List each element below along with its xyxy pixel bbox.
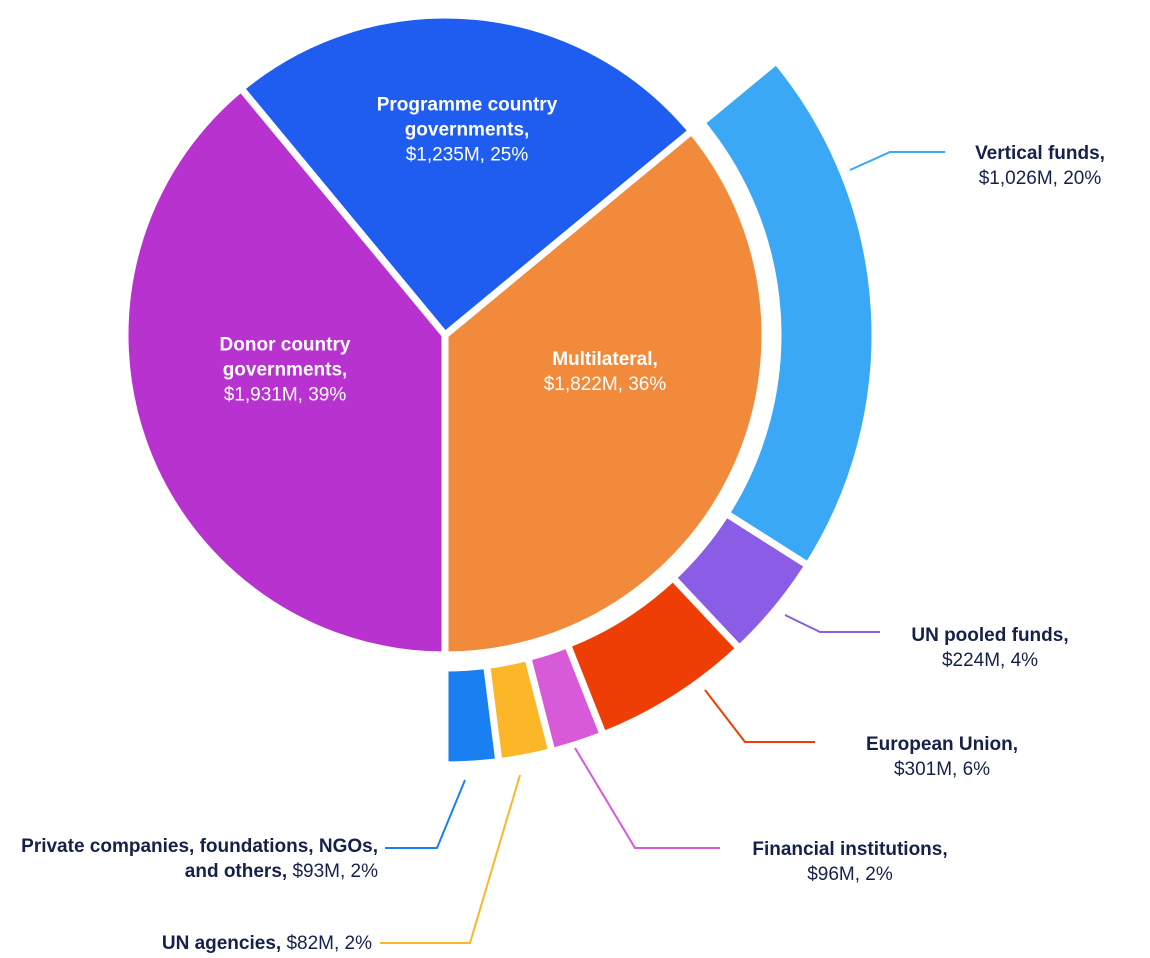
breakdown-value: $301M, 6% [893, 759, 991, 780]
breakdown-label: Vertical funds, $1,026M, 20% [930, 141, 1150, 191]
breakdown-name: Financial institutions, [752, 839, 948, 860]
leader-line [704, 689, 815, 743]
breakdown-label: Private companies, foundations, NGOs, an… [18, 834, 378, 884]
leader-line [380, 774, 521, 944]
leader-line [574, 747, 720, 849]
slice-label: Donor country governments, $1,931M, 39% [190, 333, 380, 408]
slice-label: Multilateral, $1,822M, 36% [485, 347, 725, 397]
breakdown-name: Private companies, foundations, NGOs, an… [21, 836, 378, 882]
breakdown-value: $82M, 2% [286, 933, 372, 954]
breakdown-label: UN pooled funds, $224M, 4% [870, 623, 1110, 673]
breakdown-name: UN agencies, [161, 933, 282, 954]
breakdown-value: $93M, 2% [292, 861, 378, 882]
pie-slice [441, 127, 769, 659]
breakdown-name: European Union, [866, 734, 1018, 755]
breakdown-value: $96M, 2% [807, 864, 893, 885]
slice-value: $1,931M, 39% [223, 384, 347, 406]
pie-slice [121, 84, 449, 659]
breakdown-value: $1,026M, 20% [978, 168, 1102, 189]
slice-name: Multilateral, [552, 349, 658, 370]
slice-label: Programme country governments, $1,235M, 2… [337, 93, 597, 168]
breakdown-value: $224M, 4% [941, 650, 1039, 671]
leader-line [385, 779, 466, 849]
breakdown-label: UN agencies, $82M, 2% [162, 931, 372, 956]
breakdown-name: UN pooled funds, [911, 625, 1069, 646]
pie-slice [237, 11, 696, 339]
breakdown-label: European Union, $301M, 6% [822, 732, 1062, 782]
slice-name: Programme country governments, [376, 94, 558, 141]
slice-value: $1,235M, 25% [405, 144, 529, 166]
breakdown-label: Financial institutions, $96M, 2% [730, 837, 970, 887]
slice-name: Donor country governments, [219, 334, 351, 381]
leader-line [849, 151, 945, 171]
leader-line [784, 614, 880, 633]
ring-segment [698, 57, 879, 569]
breakdown-name: Vertical funds, [975, 143, 1105, 164]
slice-value: $1,822M, 36% [543, 374, 667, 395]
